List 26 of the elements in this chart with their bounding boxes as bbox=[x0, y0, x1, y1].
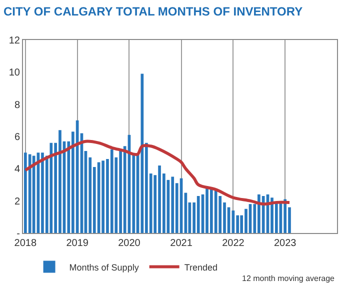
bar bbox=[76, 120, 79, 233]
y-tick-label: 10 bbox=[8, 68, 20, 79]
y-tick-label: 4 bbox=[14, 164, 20, 176]
bar bbox=[110, 149, 114, 233]
x-tick-label: 2022 bbox=[222, 238, 245, 249]
x-tick-label: 2019 bbox=[66, 238, 89, 249]
x-tick-label: 2018 bbox=[14, 238, 37, 249]
legend-label: Trended bbox=[184, 262, 218, 272]
y-tick-label: 2 bbox=[14, 196, 20, 208]
bar bbox=[262, 196, 265, 233]
x-tick-label: 2020 bbox=[118, 238, 141, 249]
bar bbox=[50, 142, 53, 233]
y-tick-label: 6 bbox=[14, 132, 20, 143]
chart-title: CITY OF CALGARY TOTAL MONTHS OF INVENTORY bbox=[3, 4, 303, 19]
bar bbox=[171, 176, 174, 233]
legend-label: Months of Supply bbox=[69, 262, 140, 272]
line-series bbox=[24, 140, 291, 206]
text: 12 month moving average bbox=[242, 274, 336, 283]
bar bbox=[214, 190, 218, 233]
x-tick-label: 2023 bbox=[274, 238, 297, 249]
bar bbox=[196, 196, 200, 233]
bar bbox=[28, 154, 32, 233]
y-tick-label: - bbox=[16, 228, 20, 240]
x-tick-label: 2021 bbox=[170, 238, 193, 249]
y-tick-label: 8 bbox=[14, 100, 20, 111]
y-tick-label: 12 bbox=[8, 36, 20, 46]
